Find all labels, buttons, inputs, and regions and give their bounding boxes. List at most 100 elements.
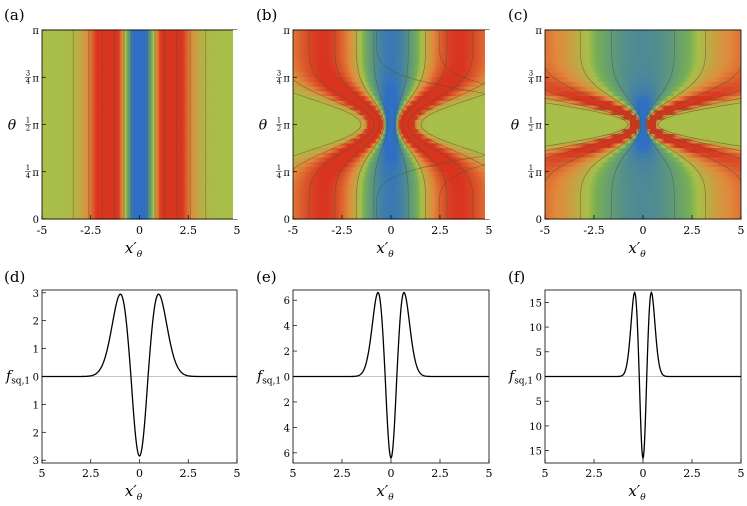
heatmap-cell bbox=[217, 67, 220, 74]
heatmap-cell bbox=[201, 77, 204, 83]
heatmap-cell bbox=[116, 39, 119, 45]
heatmap-cell bbox=[68, 67, 71, 74]
heatmap-cell bbox=[48, 44, 51, 50]
heatmap-cell bbox=[180, 44, 183, 50]
x-axis-label: x′θ bbox=[125, 239, 143, 260]
heatmap-cell bbox=[134, 30, 137, 36]
heatmap-cell bbox=[230, 53, 233, 59]
heatmap-cell bbox=[77, 44, 80, 50]
heatmap-cell bbox=[149, 63, 152, 69]
heatmap-cell bbox=[98, 72, 102, 78]
heatmap-cell bbox=[173, 86, 176, 93]
heatmap-cell bbox=[162, 48, 165, 55]
heatmap-cell bbox=[193, 30, 196, 36]
heatmap-cell bbox=[230, 67, 233, 74]
heatmap-cell bbox=[118, 67, 121, 74]
heatmap-cell bbox=[92, 53, 95, 59]
heatmap-cell bbox=[168, 86, 171, 93]
heatmap-cell bbox=[180, 72, 183, 78]
heatmap-cell bbox=[136, 34, 139, 41]
heatmap-cell bbox=[209, 34, 212, 41]
heatmap-cell bbox=[111, 44, 115, 50]
heatmap-cell bbox=[209, 67, 212, 74]
heatmap-cell bbox=[66, 63, 69, 69]
heatmap-cell bbox=[61, 34, 64, 41]
heatmap-cell bbox=[173, 39, 176, 45]
heatmap-cell bbox=[201, 34, 204, 41]
heatmap-cell bbox=[113, 30, 116, 36]
heatmap-cell bbox=[111, 67, 115, 74]
heatmap-cell bbox=[103, 58, 106, 64]
heatmap-cell bbox=[201, 58, 204, 64]
heatmap-cell bbox=[212, 44, 215, 50]
heatmap-cell bbox=[124, 34, 128, 41]
heatmap-cell bbox=[116, 58, 119, 64]
heatmap-cell bbox=[72, 63, 76, 69]
heatmap-cell bbox=[90, 67, 93, 74]
heatmap-cell bbox=[107, 72, 110, 78]
heatmap-cell bbox=[191, 63, 194, 69]
heatmap-cell bbox=[82, 58, 85, 64]
heatmap-cell bbox=[194, 63, 197, 69]
heatmap-cell bbox=[46, 91, 50, 97]
heatmap-cell bbox=[201, 48, 204, 55]
heatmap-cell bbox=[141, 77, 144, 83]
heatmap-cell bbox=[55, 77, 58, 83]
heatmap-cell bbox=[180, 81, 183, 88]
heatmap-cell bbox=[97, 58, 100, 64]
heatmap-cell bbox=[56, 91, 59, 97]
heatmap-cell bbox=[168, 48, 171, 55]
heatmap-cell bbox=[63, 34, 66, 41]
heatmap-cell bbox=[103, 72, 106, 78]
heatmap-cell bbox=[137, 34, 141, 41]
heatmap-cell bbox=[69, 53, 72, 59]
heatmap-cell bbox=[172, 34, 175, 41]
heatmap-cell bbox=[202, 53, 206, 59]
heatmap-cell bbox=[59, 91, 63, 97]
heatmap-cell bbox=[105, 81, 108, 88]
heatmap-cell bbox=[227, 53, 230, 59]
heatmap-cell bbox=[152, 86, 155, 93]
heatmap-cell bbox=[185, 48, 188, 55]
heatmap-cell bbox=[55, 39, 58, 45]
heatmap-cell bbox=[183, 81, 186, 88]
heatmap-cell bbox=[121, 48, 124, 55]
heatmap-cell bbox=[58, 30, 61, 36]
heatmap-cell bbox=[89, 63, 92, 69]
heatmap-cell bbox=[209, 81, 212, 88]
heatmap-cell bbox=[173, 81, 176, 88]
heatmap-cell bbox=[183, 44, 186, 50]
heatmap-cell bbox=[149, 48, 152, 55]
heatmap-cell bbox=[136, 58, 139, 64]
heatmap-cell bbox=[217, 44, 220, 50]
heatmap-cell bbox=[147, 63, 150, 69]
heatmap-cell bbox=[162, 77, 165, 83]
heatmap-cell bbox=[185, 34, 188, 41]
heatmap-cell bbox=[230, 72, 233, 78]
heatmap-cell bbox=[118, 39, 121, 45]
heatmap-cell bbox=[74, 63, 77, 69]
heatmap-cell bbox=[50, 72, 53, 78]
heatmap-cell bbox=[193, 67, 196, 74]
heatmap-cell bbox=[63, 67, 66, 74]
heatmap-cell bbox=[198, 86, 201, 93]
heatmap-cell bbox=[220, 81, 223, 88]
heatmap-cell bbox=[206, 58, 209, 64]
heatmap-cell bbox=[68, 72, 71, 78]
heatmap-cell bbox=[84, 63, 87, 69]
heatmap-cell bbox=[220, 77, 223, 83]
heatmap-cell bbox=[107, 30, 110, 36]
heatmap-cell bbox=[72, 67, 76, 74]
heatmap-cell bbox=[95, 63, 98, 69]
heatmap-cell bbox=[76, 30, 79, 36]
heatmap-cell bbox=[170, 39, 173, 45]
heatmap-cell bbox=[94, 77, 97, 83]
heatmap-cell bbox=[206, 72, 209, 78]
heatmap-cell bbox=[113, 86, 116, 93]
panel-label: (a) bbox=[4, 6, 25, 24]
heatmap-cell bbox=[173, 58, 176, 64]
heatmap-cell bbox=[42, 53, 45, 59]
heatmap-cell bbox=[202, 48, 206, 55]
heatmap-cell bbox=[168, 53, 171, 59]
heatmap-cell bbox=[181, 48, 184, 55]
